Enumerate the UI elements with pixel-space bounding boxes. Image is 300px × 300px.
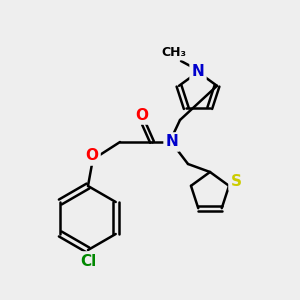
Text: O: O bbox=[85, 148, 98, 164]
Text: CH₃: CH₃ bbox=[161, 46, 187, 59]
Text: N: N bbox=[166, 134, 178, 149]
Text: O: O bbox=[136, 107, 148, 122]
Text: N: N bbox=[192, 64, 204, 80]
Text: Cl: Cl bbox=[80, 254, 96, 268]
Text: S: S bbox=[230, 174, 242, 189]
